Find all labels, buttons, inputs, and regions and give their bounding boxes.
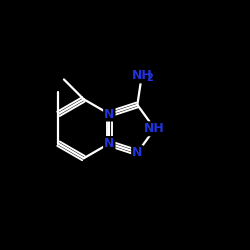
Text: NH: NH bbox=[132, 70, 152, 82]
Text: N: N bbox=[104, 137, 115, 150]
Text: N: N bbox=[104, 108, 115, 120]
Text: NH: NH bbox=[144, 122, 165, 135]
Text: 2: 2 bbox=[146, 73, 153, 83]
Text: N: N bbox=[132, 146, 142, 159]
